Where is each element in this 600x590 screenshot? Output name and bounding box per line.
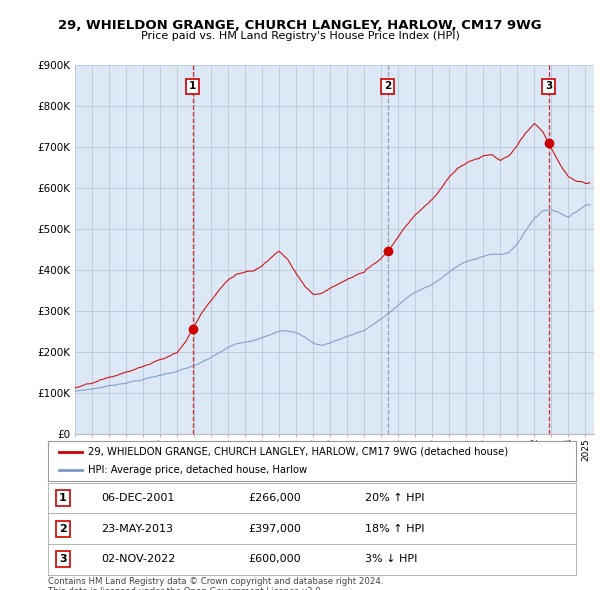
Text: 2: 2	[59, 524, 67, 533]
Text: £600,000: £600,000	[248, 555, 301, 564]
Text: £397,000: £397,000	[248, 524, 302, 533]
Text: 23-MAY-2013: 23-MAY-2013	[101, 524, 173, 533]
Text: Contains HM Land Registry data © Crown copyright and database right 2024.
This d: Contains HM Land Registry data © Crown c…	[48, 577, 383, 590]
Text: £266,000: £266,000	[248, 493, 301, 503]
Text: 1: 1	[189, 81, 196, 91]
Text: 20% ↑ HPI: 20% ↑ HPI	[365, 493, 424, 503]
Text: 3: 3	[59, 555, 67, 564]
Text: 2: 2	[384, 81, 391, 91]
Text: 02-NOV-2022: 02-NOV-2022	[101, 555, 175, 564]
Text: HPI: Average price, detached house, Harlow: HPI: Average price, detached house, Harl…	[88, 465, 307, 475]
Text: 1: 1	[59, 493, 67, 503]
Text: 06-DEC-2001: 06-DEC-2001	[101, 493, 174, 503]
Text: 18% ↑ HPI: 18% ↑ HPI	[365, 524, 424, 533]
Text: Price paid vs. HM Land Registry's House Price Index (HPI): Price paid vs. HM Land Registry's House …	[140, 31, 460, 41]
Text: 3: 3	[545, 81, 552, 91]
Text: 29, WHIELDON GRANGE, CHURCH LANGLEY, HARLOW, CM17 9WG: 29, WHIELDON GRANGE, CHURCH LANGLEY, HAR…	[58, 19, 542, 32]
Text: 3% ↓ HPI: 3% ↓ HPI	[365, 555, 417, 564]
Text: 29, WHIELDON GRANGE, CHURCH LANGLEY, HARLOW, CM17 9WG (detached house): 29, WHIELDON GRANGE, CHURCH LANGLEY, HAR…	[88, 447, 508, 457]
